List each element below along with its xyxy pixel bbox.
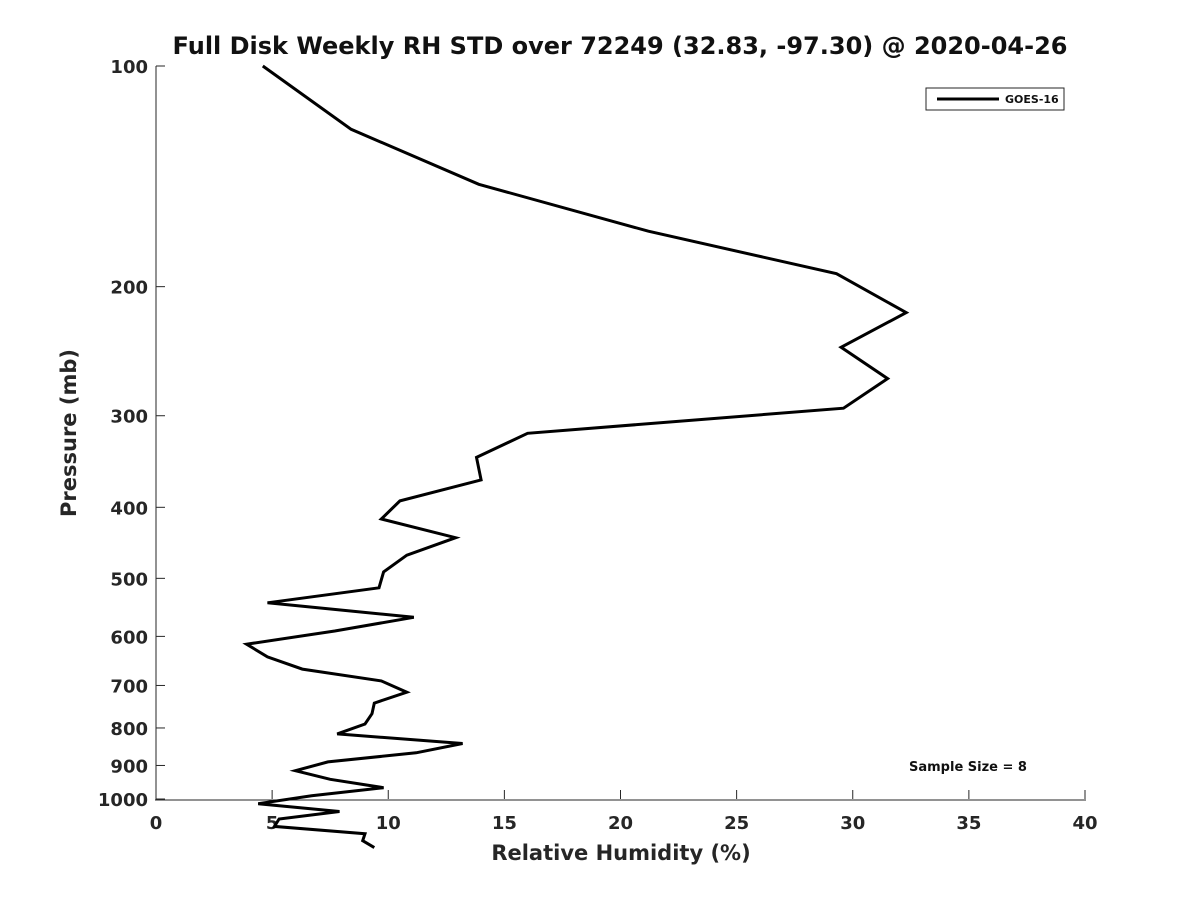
y-tick-label: 800 — [110, 719, 148, 740]
y-tick-label: 100 — [110, 57, 148, 78]
x-tick-label: 30 — [840, 813, 865, 834]
y-tick-label: 1000 — [98, 790, 148, 811]
y-tick-label: 700 — [110, 676, 148, 697]
x-axis-label: Relative Humidity (%) — [491, 841, 750, 865]
y-tick-label: 600 — [110, 627, 148, 648]
y-tick-label: 400 — [110, 498, 148, 519]
y-tick-label: 300 — [110, 407, 148, 428]
x-tick-label: 35 — [956, 813, 981, 834]
x-tick-label: 10 — [376, 813, 401, 834]
x-tick-label: 20 — [608, 813, 633, 834]
legend-label: GOES-16 — [1005, 93, 1059, 106]
x-tick-label: 40 — [1072, 813, 1097, 834]
y-tick-label: 900 — [110, 756, 148, 777]
series-line-goes-16 — [242, 64, 910, 849]
legend: GOES-16 — [925, 87, 1065, 111]
y-tick-label: 200 — [110, 278, 148, 299]
y-tick-label: 500 — [110, 569, 148, 590]
plot-background — [156, 66, 1086, 799]
y-axis-ticks: 100 200 300 400 500 600 700 800 900 1000 — [98, 57, 165, 811]
x-tick-label: 25 — [724, 813, 749, 834]
x-tick-label: 0 — [150, 813, 163, 834]
series-layer — [242, 64, 910, 849]
y-axis-label: Pressure (mb) — [57, 349, 81, 517]
plot-area: 0 5 10 15 20 25 30 35 40 100 200 300 400 500 600 700 80… — [98, 57, 1098, 849]
chart-title: Full Disk Weekly RH STD over 72249 (32.8… — [173, 32, 1068, 60]
x-tick-label: 15 — [492, 813, 517, 834]
sample-size-annotation: Sample Size = 8 — [909, 760, 1027, 775]
x-axis-ticks: 0 5 10 15 20 25 30 35 40 — [150, 790, 1098, 834]
x-tick-label: 5 — [266, 813, 279, 834]
